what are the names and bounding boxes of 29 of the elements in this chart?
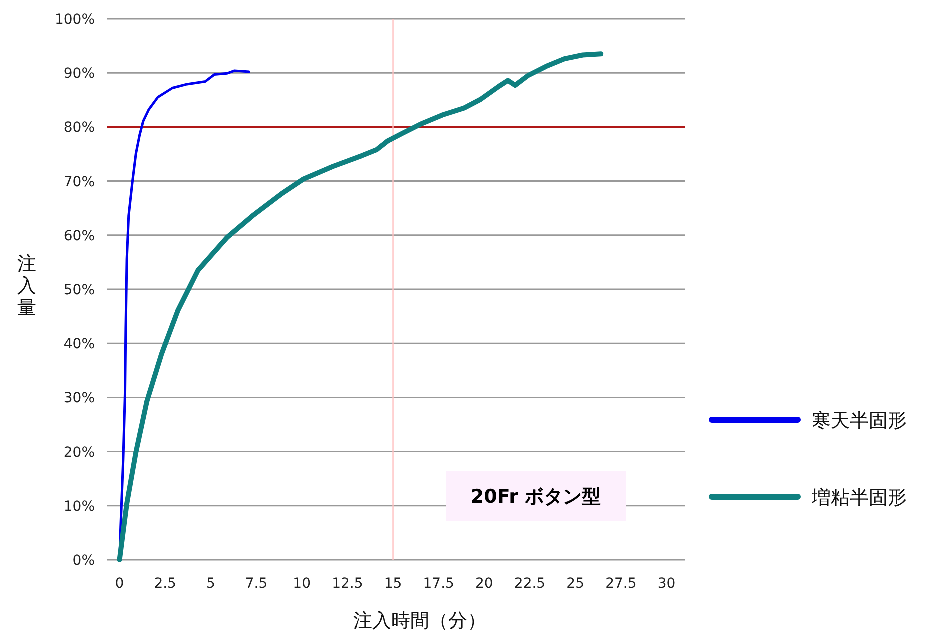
y-axis-title: 注入量	[18, 253, 36, 319]
x-tick-label: 17.5	[423, 576, 454, 592]
x-tick-label: 5	[206, 576, 216, 592]
x-tick-label: 20	[476, 576, 494, 592]
x-tick-label: 7.5	[245, 576, 268, 592]
y-tick-label: 90%	[64, 66, 95, 82]
x-tick-label: 22.5	[514, 576, 546, 592]
x-tick-label: 2.5	[154, 576, 176, 592]
y-tick-label: 50%	[64, 282, 95, 298]
y-tick-label: 30%	[64, 390, 95, 407]
x-tick-label: 0	[115, 576, 124, 592]
legend-label: 寒天半固形	[812, 410, 907, 432]
x-tick-label: 10	[293, 576, 312, 592]
y-tick-label: 70%	[64, 174, 95, 190]
y-tick-label: 60%	[64, 228, 95, 244]
x-tick-label: 27.5	[606, 576, 637, 592]
y-tick-label: 0%	[72, 553, 95, 569]
legend-label: 増粘半固形	[811, 487, 907, 509]
x-tick-label: 15	[384, 576, 402, 592]
y-tick-label: 100%	[54, 12, 95, 28]
annotation: 20Fr ボタン型	[470, 486, 602, 508]
y-tick-label: 10%	[64, 498, 95, 515]
y-tick-label: 80%	[64, 120, 95, 136]
x-tick-label: 12.5	[332, 576, 364, 592]
x-axis-title: 注入時間（分）	[354, 610, 486, 632]
x-tick-label: 30	[658, 576, 676, 592]
x-tick-label: 25	[566, 576, 585, 592]
y-tick-label: 40%	[64, 336, 95, 353]
y-tick-label: 20%	[64, 444, 95, 461]
